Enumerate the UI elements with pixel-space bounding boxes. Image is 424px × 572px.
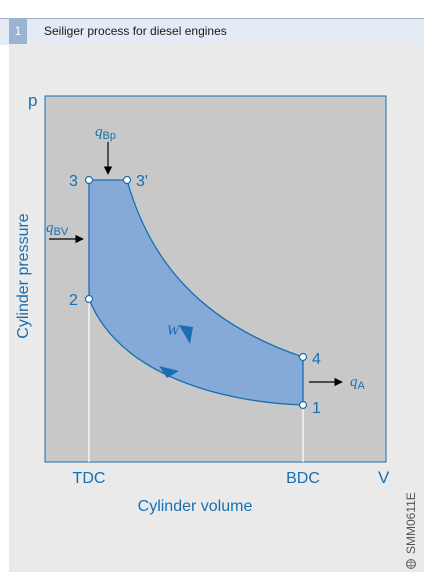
q-bv-label: qBV	[46, 220, 69, 238]
y-axis-symbol: p	[28, 91, 37, 110]
expansion-direction-arrow	[179, 325, 193, 344]
cycle-area	[88, 179, 304, 406]
state-point-3	[84, 175, 94, 185]
state-point-1	[298, 400, 308, 410]
q-a-label: qA	[350, 374, 366, 392]
figure-title: Seiliger process for diesel engines	[44, 24, 227, 38]
diagram-panel: p V Cylinder pressure Cylinder volume TD…	[9, 44, 424, 572]
point-label-3: 3	[69, 173, 78, 190]
work-label: W	[167, 323, 181, 339]
point-label-3prime: 3'	[136, 173, 148, 190]
bdc-label: BDC	[286, 470, 320, 487]
q-bp-label: qBp	[95, 124, 116, 142]
seiliger-diagram: p V Cylinder pressure Cylinder volume TD…	[15, 91, 418, 569]
state-point-2	[84, 294, 94, 304]
x-axis-symbol: V	[378, 468, 390, 487]
figure-code-text: SMM0611E	[404, 492, 418, 554]
header-bar	[0, 18, 424, 45]
figure-number-badge: 1	[9, 18, 27, 44]
tdc-label: TDC	[73, 470, 106, 487]
point-label-1: 1	[312, 400, 321, 417]
point-label-2: 2	[69, 292, 78, 309]
compression-direction-arrow	[159, 366, 179, 378]
figure-code: SMM0611E	[404, 492, 418, 569]
state-point-3prime	[122, 175, 132, 185]
y-axis-label: Cylinder pressure	[15, 213, 32, 338]
figure-header: 1 Seiliger process for diesel engines	[0, 0, 424, 45]
state-point-4	[298, 352, 308, 362]
x-axis-label: Cylinder volume	[138, 498, 253, 515]
point-label-4: 4	[312, 351, 321, 368]
